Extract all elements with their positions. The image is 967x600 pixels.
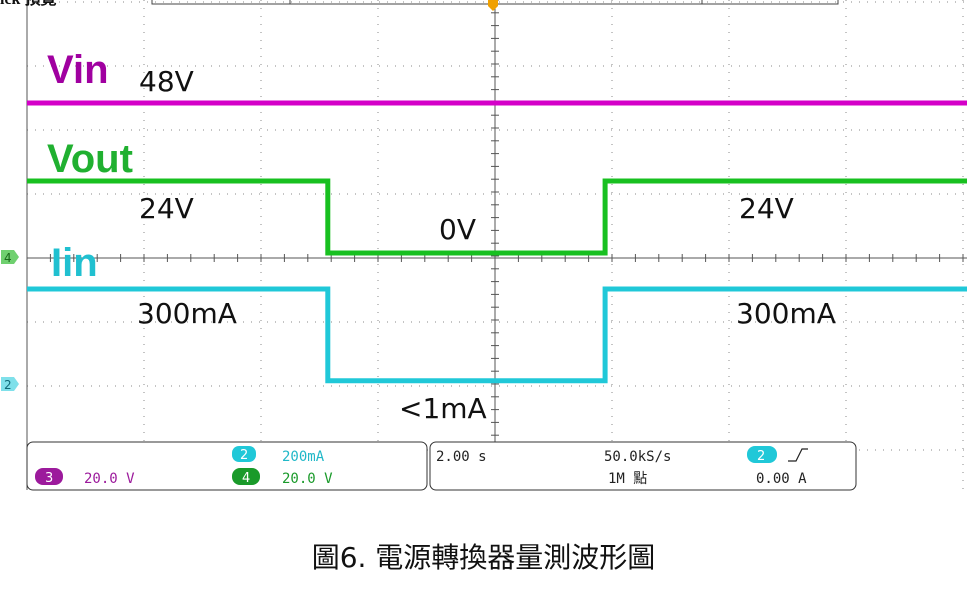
timebase-readout[interactable]: 2.00 s — [436, 449, 487, 465]
trace-iin — [27, 286, 967, 384]
channel-scale-panel — [26, 441, 428, 491]
record-length-readout: 1M 點 — [608, 471, 647, 487]
vout-high-left-value: 24V — [139, 192, 194, 225]
iin-high-right-value: 300mA — [736, 297, 836, 330]
trigger-position-marker — [488, 0, 498, 11]
rising-edge-icon — [788, 448, 808, 462]
svg-text:20.0 V: 20.0 V — [84, 471, 135, 487]
vin-value: 48V — [139, 65, 194, 98]
svg-text:200mA: 200mA — [282, 449, 325, 465]
sample-rate-readout: 50.0kS/s — [604, 449, 671, 465]
vout-high-right-value: 24V — [739, 192, 794, 225]
svg-text:20.0 V: 20.0 V — [282, 471, 333, 487]
svg-text:2: 2 — [757, 449, 765, 464]
vout-label: Vout — [47, 137, 133, 181]
waveform-traces — [27, 100, 967, 384]
ch4-ground-marker: 4 — [1, 250, 19, 265]
status-bar: 2 200mA 3 20.0 V 4 20.0 V 2.00 s 50.0kS/… — [26, 441, 857, 491]
svg-text:3: 3 — [45, 471, 53, 486]
ch3-scale-readout[interactable]: 3 20.0 V — [35, 468, 135, 487]
ch2-scale-readout[interactable]: 2 200mA — [232, 446, 325, 465]
graticule — [26, 0, 967, 490]
svg-text:2: 2 — [4, 378, 12, 392]
vin-label: Vin — [47, 48, 109, 92]
mode-label: ick 預覽 — [0, 0, 56, 8]
svg-text:0.00 A: 0.00 A — [756, 471, 807, 487]
svg-text:2: 2 — [240, 448, 248, 463]
ch4-scale-readout[interactable]: 4 20.0 V — [232, 468, 333, 487]
iin-high-left-value: 300mA — [137, 297, 237, 330]
trigger-readout[interactable]: 2 0.00 A — [747, 446, 808, 487]
vout-low-value: 0V — [439, 213, 476, 246]
trace-vout — [27, 178, 967, 256]
figure-caption: 圖6. 電源轉換器量測波形圖 — [311, 541, 656, 574]
iin-low-value: <1mA — [399, 392, 487, 425]
svg-text:4: 4 — [242, 471, 250, 486]
ch2-ground-marker: 2 — [1, 377, 19, 392]
iin-label: Iin — [51, 241, 98, 285]
svg-text:4: 4 — [4, 251, 12, 265]
